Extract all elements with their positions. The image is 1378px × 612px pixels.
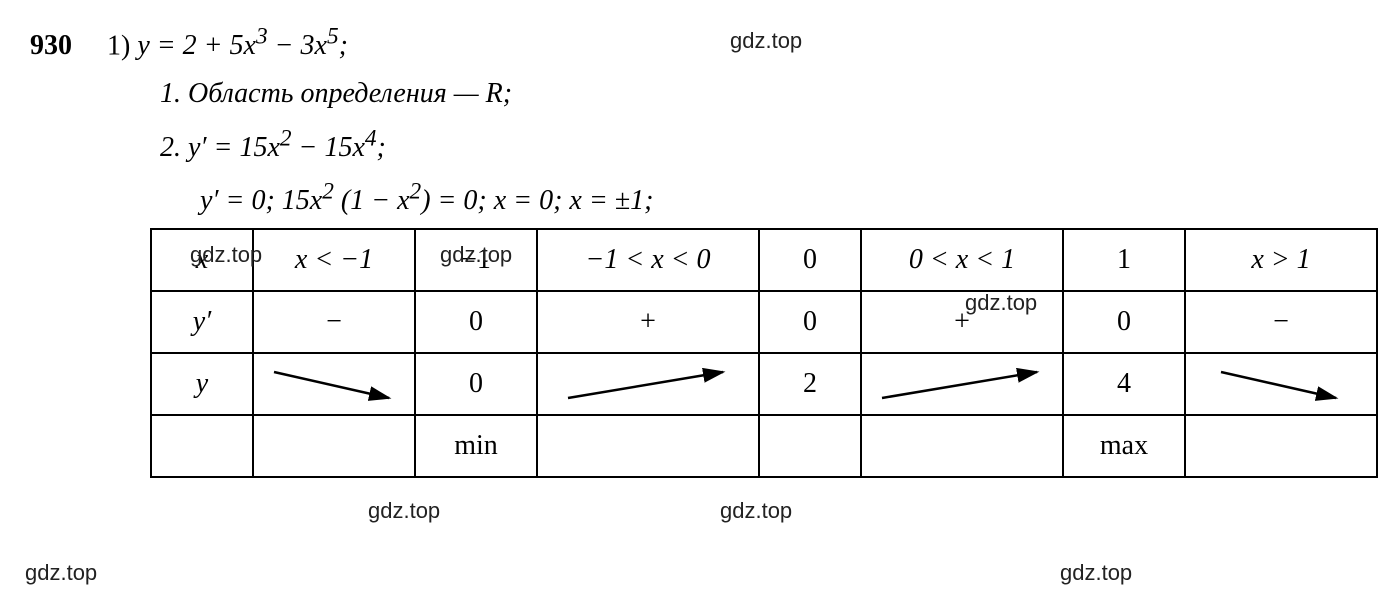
- table-cell: +: [537, 291, 759, 353]
- table-cell: [537, 415, 759, 477]
- row-label: y′: [151, 291, 253, 353]
- row-label: y: [151, 353, 253, 415]
- table-cell: −1 < x < 0: [537, 229, 759, 291]
- table-cell: 0 < x < 1: [861, 229, 1063, 291]
- step-2-solve: y′ = 0; 15x2 (1 − x2) = 0; x = 0; x = ±1…: [30, 175, 1378, 222]
- table-cell: 0: [759, 229, 861, 291]
- table-cell: min: [415, 415, 537, 477]
- table-cell: [861, 353, 1063, 415]
- row-label: [151, 415, 253, 477]
- watermark: gdz.top: [1060, 560, 1132, 586]
- problem-equation: y = 2 + 5x3 − 3x5;: [137, 30, 348, 61]
- table-cell: [861, 415, 1063, 477]
- watermark: gdz.top: [720, 498, 792, 524]
- table-cell: x < −1: [253, 229, 415, 291]
- table-cell: 0: [1063, 291, 1185, 353]
- problem-number: 930: [30, 25, 100, 67]
- row-label: x: [151, 229, 253, 291]
- table-cell: max: [1063, 415, 1185, 477]
- table-cell: 0: [415, 291, 537, 353]
- watermark: gdz.top: [368, 498, 440, 524]
- table-cell: [759, 415, 861, 477]
- table-cell: −: [1185, 291, 1377, 353]
- table-cell: [537, 353, 759, 415]
- step-1: 1. Область определения — R;: [30, 73, 1378, 115]
- table-cell: x > 1: [1185, 229, 1377, 291]
- step-2-derivative: 2. y′ = 15x2 − 15x4;: [30, 121, 1378, 168]
- table-cell: [253, 415, 415, 477]
- table-cell: 2: [759, 353, 861, 415]
- table-cell: 1: [1063, 229, 1185, 291]
- problem-header: 930 1) y = 2 + 5x3 − 3x5;: [30, 20, 1378, 67]
- subitem-number: 1): [107, 30, 130, 61]
- table-cell: 0: [759, 291, 861, 353]
- table-cell: 0: [415, 353, 537, 415]
- table-cell: −: [253, 291, 415, 353]
- table-cell: [253, 353, 415, 415]
- table-cell: +: [861, 291, 1063, 353]
- table-cell: −1: [415, 229, 537, 291]
- watermark: gdz.top: [25, 560, 97, 586]
- sign-table: xx < −1−1−1 < x < 000 < x < 11x > 1y′−0+…: [150, 228, 1378, 478]
- table-cell: [1185, 415, 1377, 477]
- table-cell: 4: [1063, 353, 1185, 415]
- table-cell: [1185, 353, 1377, 415]
